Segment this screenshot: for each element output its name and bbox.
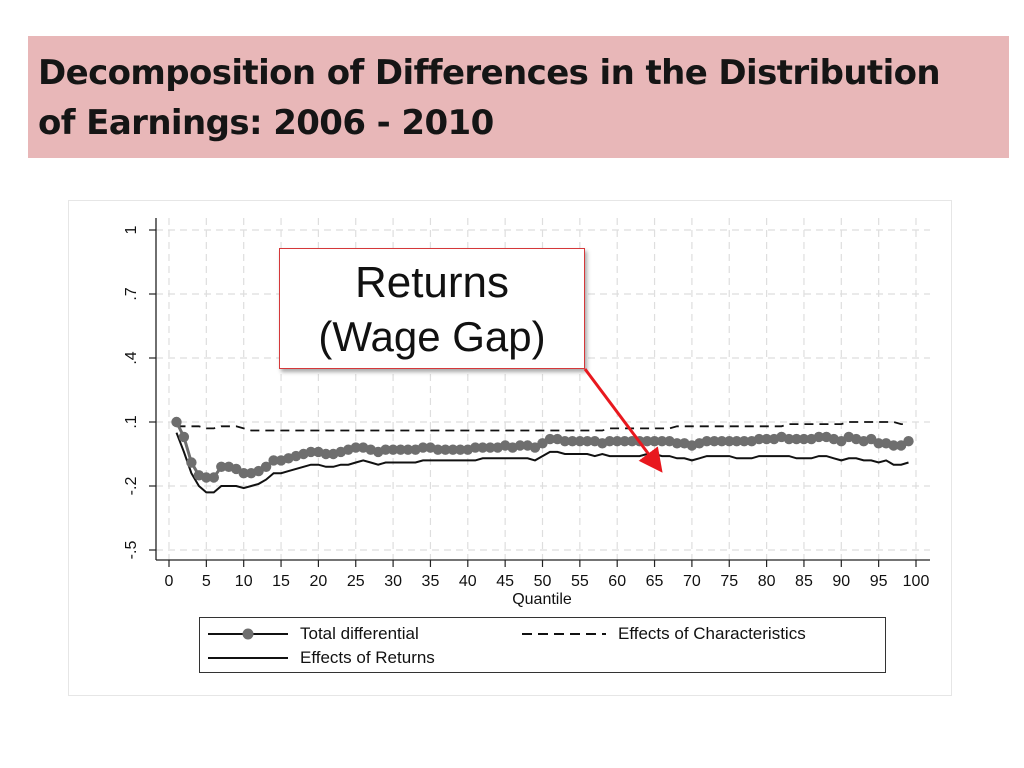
x-tick-label: 50 [534,573,552,590]
total-differential-point [739,436,750,447]
y-tick-label: -.5 [123,541,140,560]
series-effects-of-characteristics [176,421,909,432]
x-tick-label: 35 [422,573,440,590]
total-differential-point [671,438,683,449]
axes: -.5-.2.1.4.710 5 10 15 20 25 30 35 40 45 50 55 60 65 7… [123,218,930,590]
total-differential-point [260,461,272,472]
x-tick-label: 85 [795,573,813,590]
legend-label-characteristics: Effects of Characteristics [618,624,806,643]
total-differential-point [402,444,414,455]
total-differential-point [186,457,197,468]
total-differential-point [440,444,451,455]
legend-label-total: Total differential [300,624,419,643]
y-tick-label: .4 [123,351,140,364]
total-differential-point [783,433,795,445]
y-tick-label: .1 [123,415,140,428]
total-differential-point [567,436,578,447]
total-differential-point [380,444,391,455]
total-differential-point [888,440,899,451]
total-differential-point [432,444,444,455]
x-tick-label: 80 [758,573,776,590]
x-tick-label: 10 [235,573,253,590]
total-differential-point [201,472,212,483]
x-tick-label: 70 [683,573,701,590]
x-tick-label: 15 [272,573,290,590]
x-tick-label: 5 [202,573,211,590]
x-tick-label: 60 [608,573,626,590]
x-tick-label: 90 [832,573,850,590]
total-differential-point [798,433,810,445]
legend-marker-line [208,628,288,640]
chart-legend: Total differential Effects of Characteri… [199,617,886,673]
total-differential-point [305,446,317,458]
total-differential-point [477,442,488,453]
total-differential-point [791,433,802,445]
total-differential-point [350,442,361,453]
total-differential-point [761,433,772,445]
total-differential-point [873,438,884,449]
total-differential-point [268,455,279,466]
total-differential-point [216,461,227,472]
x-tick-label: 30 [384,573,402,590]
total-differential-point [208,472,219,483]
x-tick-label: 45 [496,573,514,590]
total-differential-point [171,416,182,428]
callout-title: Returns [354,258,510,307]
x-tick-label: 100 [903,573,930,590]
slide-title: Decomposition of Differences in the Dist… [38,53,941,143]
legend-item-characteristics: Effects of Characteristics [522,623,806,645]
x-tick-label: 95 [870,573,888,590]
title-band: Decomposition of Differences in the Dist… [28,36,1009,158]
x-tick-label: 75 [720,573,738,590]
legend-label-returns: Effects of Returns [300,648,435,667]
total-differential-point [716,436,727,447]
legend-item-total: Total differential [208,623,419,645]
total-differential-point [455,444,466,455]
total-differential-point [709,436,720,447]
total-differential-point [470,442,481,453]
returns-callout: Returns (Wage Gap) [279,248,585,369]
legend-dashed-line [522,633,606,635]
series-effects-of-returns [175,432,909,494]
total-differential-point [813,431,825,443]
total-differential-point [514,440,526,451]
total-differential-point [320,448,332,460]
total-differential-point [724,436,735,447]
total-differential-point [417,442,429,453]
total-differential-point [903,436,914,447]
total-differential-point [574,436,586,447]
total-differential-point [447,444,459,455]
total-differential-point [395,444,406,455]
x-tick-label: 40 [459,573,477,590]
x-tick-label: 0 [165,573,174,590]
total-differential-point [701,436,712,447]
x-tick-label: 25 [347,573,365,590]
callout-subtitle: (Wage Gap) [318,313,546,360]
legend-item-returns: Effects of Returns [208,647,435,669]
total-differential-point [544,433,556,445]
legend-solid-line [208,657,288,659]
total-differential-point [238,468,249,479]
total-differential-point [731,436,742,447]
y-tick-label: -.2 [123,477,140,496]
y-tick-label: 1 [123,225,140,234]
total-differential-point [559,436,571,447]
x-axis-label: Quantile [512,591,572,608]
x-tick-label: 55 [571,573,589,590]
y-tick-label: .7 [123,287,140,300]
total-differential-point [485,442,496,453]
total-differential-point [753,433,765,445]
x-tick-label: 65 [646,573,664,590]
total-differential-point [178,431,190,443]
total-differential-point [387,444,399,455]
x-tick-label: 20 [310,573,328,590]
